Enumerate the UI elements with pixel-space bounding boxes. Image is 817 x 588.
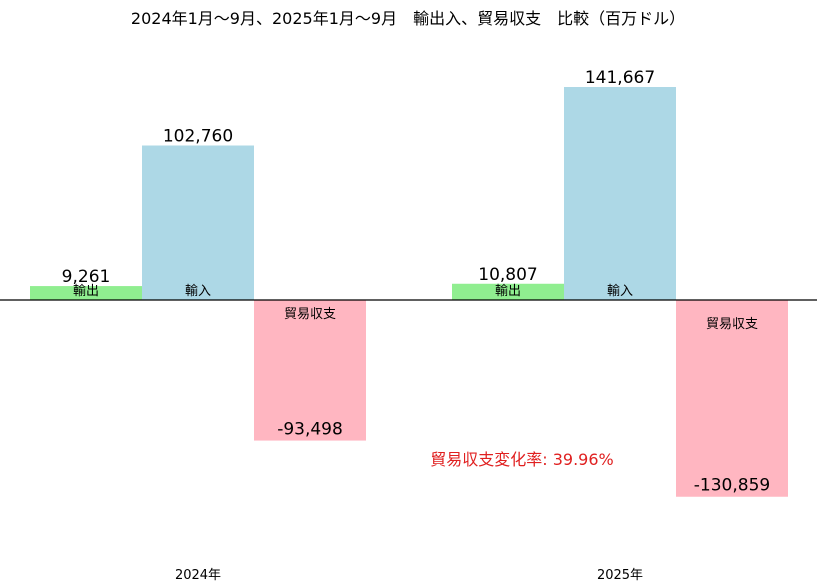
- balance-change-annotation: 貿易収支変化率: 39.96%: [430, 450, 614, 469]
- series-label-1-0: 輸出: [495, 284, 521, 299]
- series-label-0-2: 貿易収支: [284, 307, 336, 322]
- bar-0-1: [142, 145, 254, 300]
- chart-title: 2024年1月〜9月、2025年1月〜9月 輸出入、貿易収支 比較（百万ドル）: [131, 9, 685, 28]
- value-label-1-2: -130,859: [694, 476, 770, 496]
- series-label-0-1: 輸入: [185, 284, 211, 299]
- bars-group: [30, 87, 788, 497]
- x-tick-label-1: 2025年: [597, 568, 643, 583]
- value-label-0-0: 9,261: [62, 267, 111, 287]
- bar-1-1: [564, 87, 676, 300]
- value-label-1-0: 10,807: [478, 265, 537, 285]
- series-label-0-0: 輸出: [73, 284, 99, 299]
- x-tick-label-0: 2024年: [175, 568, 221, 583]
- series-label-1-2: 貿易収支: [706, 317, 758, 332]
- value-label-0-2: -93,498: [277, 420, 343, 440]
- labels-group: 9,261輸出102,760輸入-93,498貿易収支2024年10,807輸出…: [62, 68, 771, 583]
- value-label-0-1: 102,760: [163, 126, 233, 146]
- bar-1-0: [452, 283, 564, 300]
- series-label-1-1: 輸入: [607, 284, 633, 299]
- bar-0-2: [254, 300, 366, 441]
- bar-1-2: [676, 300, 788, 497]
- bar-0-0: [30, 286, 142, 300]
- value-label-1-1: 141,667: [585, 68, 655, 88]
